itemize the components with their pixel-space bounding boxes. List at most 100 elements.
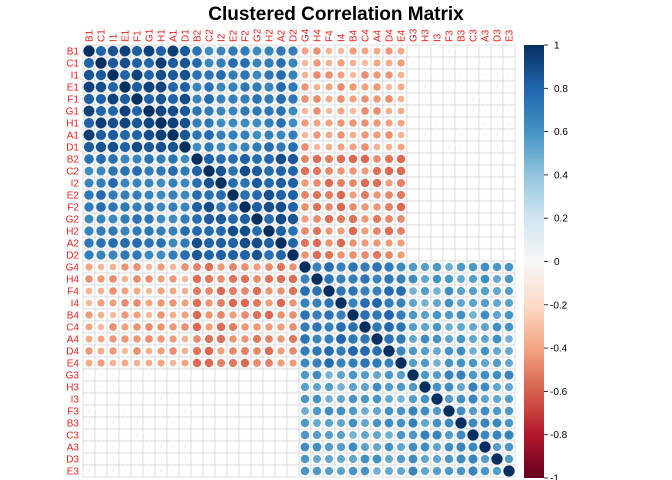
correlation-circle: [288, 58, 298, 68]
correlation-circle: [205, 311, 213, 319]
correlation-circle: [348, 214, 358, 224]
correlation-circle: [396, 298, 406, 308]
correlation-circle: [397, 227, 405, 235]
correlation-circle: [168, 154, 178, 164]
correlation-circle: [324, 310, 334, 320]
correlation-circle: [424, 254, 426, 256]
correlation-circle: [347, 309, 359, 321]
correlation-circle: [121, 335, 129, 343]
correlation-circle: [288, 334, 298, 344]
correlation-circle: [196, 458, 198, 460]
correlation-circle: [275, 165, 287, 177]
correlation-circle: [268, 398, 270, 400]
correlation-circle: [143, 105, 155, 117]
correlation-circle: [504, 274, 514, 284]
correlation-circle: [495, 133, 499, 137]
correlation-circle: [84, 154, 94, 164]
correlation-circle: [397, 143, 405, 151]
correlation-circle: [496, 218, 498, 220]
correlation-circle: [289, 299, 297, 307]
correlation-circle: [372, 370, 382, 380]
correlation-circle: [313, 83, 321, 91]
correlation-circle: [504, 262, 514, 272]
correlation-circle: [444, 466, 454, 476]
correlation-circle: [348, 334, 358, 344]
correlation-circle: [192, 118, 202, 128]
correlation-circle: [432, 370, 442, 380]
correlation-circle: [383, 309, 395, 321]
correlation-circle: [204, 58, 214, 68]
correlation-circle: [300, 274, 310, 284]
correlation-circle: [95, 117, 107, 129]
correlation-circle: [420, 418, 430, 428]
correlation-circle: [324, 406, 334, 416]
correlation-circle: [203, 237, 215, 249]
correlation-circle: [95, 69, 107, 81]
correlation-circle: [436, 254, 438, 256]
correlation-circle: [436, 242, 438, 244]
correlation-circle: [229, 347, 237, 355]
correlation-circle: [192, 274, 202, 284]
correlation-circle: [287, 237, 299, 249]
correlation-circle: [508, 134, 510, 136]
correlation-circle: [288, 118, 298, 128]
correlation-circle: [324, 442, 334, 452]
correlation-circle: [496, 62, 498, 64]
colorbar-tick-label: -1: [550, 474, 559, 480]
correlation-circle: [456, 358, 466, 368]
column-label: A1: [169, 29, 180, 42]
correlation-circle: [313, 131, 321, 139]
correlation-circle: [131, 93, 143, 105]
correlation-circle: [361, 119, 369, 127]
correlation-circle: [484, 230, 486, 232]
correlation-circle: [228, 130, 238, 140]
correlation-circle: [448, 170, 450, 172]
correlation-circle: [217, 359, 225, 367]
correlation-circle: [280, 446, 282, 448]
correlation-circle: [373, 95, 381, 103]
correlation-circle: [361, 239, 369, 247]
correlation-circle: [396, 442, 406, 452]
correlation-circle: [87, 469, 91, 473]
correlation-circle: [397, 107, 405, 115]
correlation-circle: [97, 299, 105, 307]
correlation-circle: [112, 374, 114, 376]
correlation-circle: [408, 442, 418, 452]
correlation-circle: [432, 274, 442, 284]
correlation-circle: [436, 206, 438, 208]
row-label: C3: [66, 431, 79, 442]
correlation-circle: [232, 446, 234, 448]
correlation-circle: [444, 298, 454, 308]
correlation-circle: [179, 93, 191, 105]
correlation-circle: [83, 129, 95, 141]
correlation-circle: [120, 154, 130, 164]
correlation-circle: [384, 442, 394, 452]
correlation-circle: [229, 335, 237, 343]
column-label: A2: [277, 29, 288, 42]
correlation-circle: [292, 434, 294, 436]
correlation-circle: [433, 347, 441, 355]
correlation-circle: [456, 346, 466, 356]
correlation-circle: [492, 406, 502, 416]
correlation-circle: [228, 202, 238, 212]
correlation-circle: [472, 242, 474, 244]
correlation-circle: [495, 109, 499, 113]
correlation-circle: [507, 73, 511, 77]
correlation-circle: [336, 274, 346, 284]
correlation-circle: [371, 333, 383, 345]
correlation-circle: [287, 189, 299, 201]
correlation-circle: [468, 442, 478, 452]
correlation-circle: [143, 141, 155, 153]
correlation-circle: [396, 334, 406, 344]
correlation-circle: [144, 202, 154, 212]
correlation-circle: [484, 194, 486, 196]
correlation-circle: [155, 45, 167, 57]
correlation-circle: [301, 119, 309, 127]
correlation-circle: [179, 45, 191, 57]
correlation-circle: [160, 422, 162, 424]
correlation-circle: [120, 202, 130, 212]
correlation-circle: [361, 167, 369, 175]
correlation-circle: [179, 129, 191, 141]
column-label: I4: [337, 33, 348, 42]
correlation-circle: [167, 105, 179, 117]
